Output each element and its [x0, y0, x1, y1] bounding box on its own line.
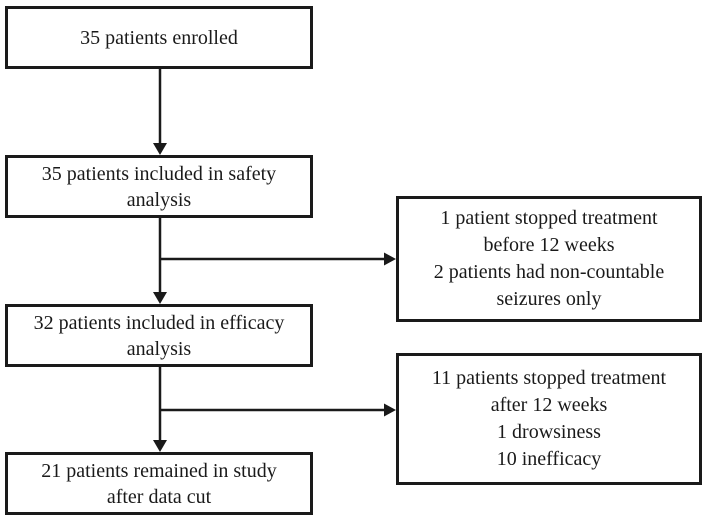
box-stopped-before-12-weeks: 1 patient stopped treatment before 12 we…: [396, 196, 702, 322]
box-safety-analysis: 35 patients included in safety analysis: [5, 155, 313, 218]
box-efficacy-analysis: 32 patients included in efficacy analysi…: [5, 304, 313, 367]
box-stopped-after-12-weeks: 11 patients stopped treatment after 12 w…: [396, 353, 702, 485]
box-text-line: after data cut: [106, 485, 212, 508]
box-text-line: analysis: [126, 188, 192, 211]
box-text-line: before 12 weeks: [483, 234, 615, 256]
box-text-line: 10 inefficacy: [496, 448, 602, 470]
box-text-line: 11 patients stopped treatment: [431, 367, 667, 389]
branch-arrow-to-stopped-before: [160, 252, 396, 266]
box-text-line: 2 patients had non-countable: [433, 261, 665, 283]
box-remained-in-study: 21 patients remained in study after data…: [5, 452, 313, 515]
box-text-line: analysis: [126, 337, 192, 360]
box-text-line: 35 patients enrolled: [80, 26, 238, 49]
box-text-line: 35 patients included in safety: [41, 162, 277, 185]
box-text-line: after 12 weeks: [490, 394, 608, 416]
arrow-enrolled-to-safety: [153, 68, 167, 155]
box-text-line: seizures only: [496, 288, 602, 310]
box-text-line: 21 patients remained in study: [41, 459, 277, 482]
arrow-safety-to-efficacy: [153, 217, 167, 304]
box-text-line: 1 patient stopped treatment: [440, 207, 658, 229]
branch-arrow-to-stopped-after: [160, 403, 396, 417]
box-patients-enrolled: 35 patients enrolled: [5, 6, 313, 69]
box-text-line: 32 patients included in efficacy: [33, 311, 285, 334]
box-text-line: 1 drowsiness: [497, 421, 601, 443]
arrow-efficacy-to-remained: [153, 366, 167, 452]
